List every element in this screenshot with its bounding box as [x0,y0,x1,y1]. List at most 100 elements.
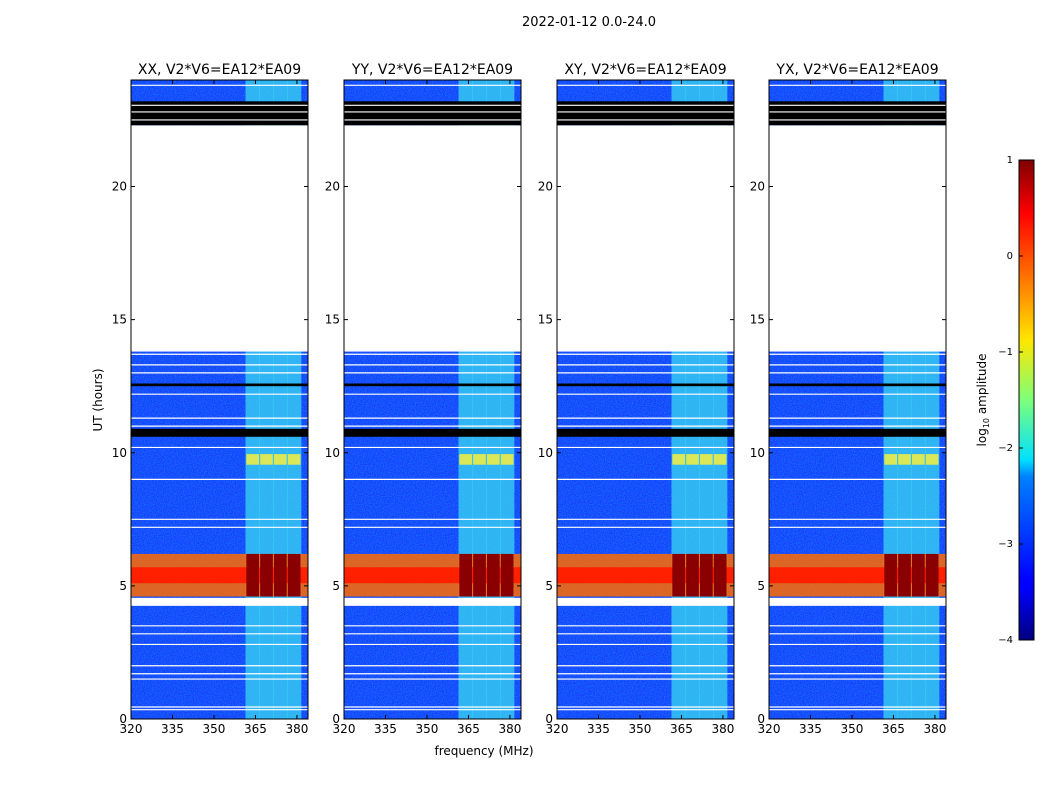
emission-peak [925,553,939,597]
y-tick-label: 10 [325,446,340,460]
x-tick-label: 320 [546,722,569,736]
y-tick-label: 20 [750,180,765,194]
suptitle: 2022-01-12 0.0-24.0 [522,15,656,30]
panel-frame [130,79,309,720]
x-tick-label: 380 [711,722,734,736]
data-gap [769,125,946,352]
panel-2: YY, V2*V6=EA12*EA09 320 335 350 365 380 0 5 10 15… [325,62,522,736]
panel-3: XY, V2*V6=EA12*EA09 320 335 350 365 380 0 5 10 15… [538,62,735,736]
emission-peak [459,553,473,597]
bright-patch [898,454,911,465]
x-tick-label: 320 [758,722,781,736]
bright-patch [273,454,287,465]
panel-title: XX, V2*V6=EA12*EA09 [138,62,301,78]
data-gap [344,125,521,352]
colorbar-label: log10 amplitude [975,354,991,447]
emission-peak [486,553,500,597]
panel-title: YX, V2*V6=EA12*EA09 [775,62,938,78]
bright-patch [486,454,500,465]
y-axis-label: UT (hours) [91,368,105,431]
bright-patch [911,454,925,465]
spectrogram-panels: XX, V2*V6=EA12*EA09 320 335 350 365 380 0 5 10 15… [112,62,947,736]
panel-frame [768,79,947,720]
flagged-band [557,101,734,126]
y-tick-label: 20 [325,180,340,194]
flag-gap [769,597,946,606]
colorbar-label-subscript: 10 [982,418,991,428]
y-tick-label: 5 [757,579,765,593]
panel-4: YX, V2*V6=EA12*EA09 320 335 350 365 380 0 5 10 15… [750,62,947,736]
x-tick-label: 335 [799,722,822,736]
panel-title: XY, V2*V6=EA12*EA09 [564,62,726,78]
colorbar-tick-label: 1 [1007,155,1013,166]
bright-patch [246,454,260,465]
bright-patch [925,454,939,465]
flagged-band [769,383,946,387]
emission-peak [246,553,260,597]
x-tick-label: 350 [841,722,864,736]
y-tick-label: 15 [112,313,127,327]
x-tick-label: 350 [416,722,439,736]
colorbar-ticks: 1 0 −1 −2 −3 −4 [998,155,1023,646]
x-tick-label: 350 [629,722,652,736]
colorbar-label-suffix: amplitude [975,354,989,418]
y-tick-label: 5 [332,579,340,593]
flag-gap [344,597,521,606]
data-gap [131,125,308,352]
colorbar-tick-label: −1 [998,347,1013,358]
emission-peak [500,553,514,597]
bright-patch [699,454,713,465]
emission-peak [713,553,727,597]
flagged-band [131,383,308,387]
flagged-band [557,428,734,437]
y-tick-label: 15 [325,313,340,327]
y-tick-label: 15 [750,313,765,327]
x-tick-label: 380 [498,722,521,736]
flagged-band [131,101,308,126]
emission-peak [473,553,486,597]
x-tick-label: 365 [457,722,480,736]
bright-patch [713,454,727,465]
bright-patch [686,454,699,465]
x-tick-label: 380 [923,722,946,736]
bright-patch [884,454,898,465]
bright-patch [287,454,301,465]
flagged-band [769,101,946,126]
colorbar-tick-label: −2 [998,443,1013,454]
panel-title: YY, V2*V6=EA12*EA09 [351,62,513,78]
y-tick-label: 10 [538,446,553,460]
flagged-band [131,428,308,437]
flagged-band [769,428,946,437]
y-tick-label: 10 [112,446,127,460]
x-tick-label: 365 [244,722,267,736]
colorbar-label-prefix: log [975,428,989,446]
colorbar-gradient [1018,159,1035,641]
emission-peak [911,553,925,597]
panel-frame [343,79,522,720]
emission-peak [699,553,713,597]
x-tick-label: 365 [670,722,693,736]
panel-frame [556,79,735,720]
emission-peak [898,553,911,597]
bright-patch [672,454,686,465]
data-gap [557,125,734,352]
colorbar-tick-label: 0 [1007,251,1013,262]
x-axis-label: frequency (MHz) [434,744,533,758]
bright-patch [459,454,473,465]
y-tick-label: 0 [332,712,340,726]
flagged-band [344,428,521,437]
y-tick-label: 15 [538,313,553,327]
y-tick-label: 20 [112,180,127,194]
y-tick-label: 20 [538,180,553,194]
y-tick-label: 10 [750,446,765,460]
y-tick-label: 0 [757,712,765,726]
bright-patch [473,454,486,465]
x-tick-label: 320 [120,722,143,736]
colorbar: 10−1−2−3−4 log10 amplitude [975,155,1035,646]
flagged-band [344,383,521,387]
flagged-band [344,101,521,126]
emission-peak [686,553,699,597]
y-tick-label: 0 [545,712,553,726]
y-tick-label: 5 [119,579,127,593]
